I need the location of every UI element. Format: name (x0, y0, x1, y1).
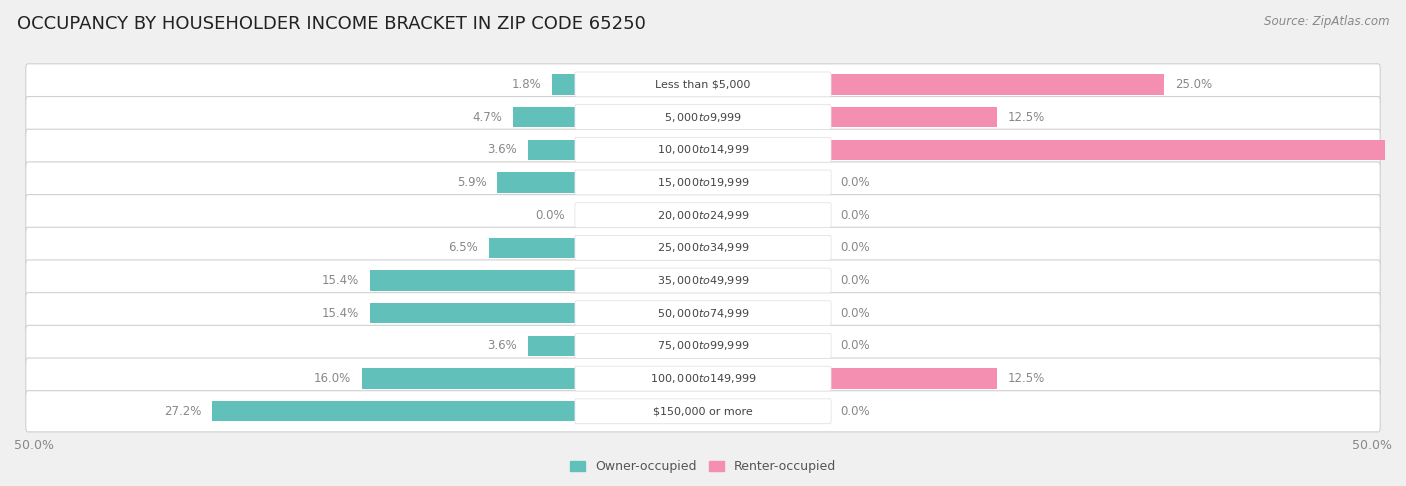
Text: $10,000 to $14,999: $10,000 to $14,999 (657, 143, 749, 156)
Bar (212, 401, 576, 421)
Bar (370, 270, 576, 291)
Text: 12.5%: 12.5% (1008, 372, 1045, 385)
Text: $50,000 to $74,999: $50,000 to $74,999 (657, 307, 749, 320)
Bar (527, 139, 576, 160)
FancyBboxPatch shape (25, 97, 1381, 138)
FancyBboxPatch shape (575, 138, 831, 162)
Text: 1.8%: 1.8% (512, 78, 541, 91)
FancyBboxPatch shape (25, 194, 1381, 236)
Text: 6.5%: 6.5% (449, 242, 478, 254)
Text: 0.0%: 0.0% (841, 339, 870, 352)
Bar (489, 238, 576, 258)
Bar (513, 107, 576, 127)
Bar (830, 368, 997, 389)
Text: 0.0%: 0.0% (841, 274, 870, 287)
Bar (370, 303, 576, 323)
FancyBboxPatch shape (575, 203, 831, 227)
Text: 4.7%: 4.7% (472, 111, 502, 123)
FancyBboxPatch shape (575, 72, 831, 97)
Text: $20,000 to $24,999: $20,000 to $24,999 (657, 208, 749, 222)
FancyBboxPatch shape (25, 162, 1381, 203)
Text: 0.0%: 0.0% (841, 242, 870, 254)
Bar (363, 368, 576, 389)
Text: $35,000 to $49,999: $35,000 to $49,999 (657, 274, 749, 287)
Text: 15.4%: 15.4% (322, 307, 360, 320)
FancyBboxPatch shape (25, 391, 1381, 432)
FancyBboxPatch shape (575, 301, 831, 326)
Bar (553, 74, 576, 95)
FancyBboxPatch shape (25, 64, 1381, 105)
Text: $5,000 to $9,999: $5,000 to $9,999 (664, 111, 742, 123)
FancyBboxPatch shape (25, 293, 1381, 334)
Text: $15,000 to $19,999: $15,000 to $19,999 (657, 176, 749, 189)
FancyBboxPatch shape (25, 358, 1381, 399)
FancyBboxPatch shape (575, 268, 831, 293)
FancyBboxPatch shape (25, 260, 1381, 301)
Bar (830, 107, 997, 127)
Text: 3.6%: 3.6% (488, 143, 517, 156)
FancyBboxPatch shape (25, 129, 1381, 171)
FancyBboxPatch shape (575, 399, 831, 424)
Text: 5.9%: 5.9% (457, 176, 486, 189)
Text: 27.2%: 27.2% (165, 405, 201, 418)
Bar (830, 74, 1164, 95)
Text: $75,000 to $99,999: $75,000 to $99,999 (657, 339, 749, 352)
Text: 12.5%: 12.5% (1008, 111, 1045, 123)
Text: 0.0%: 0.0% (841, 307, 870, 320)
FancyBboxPatch shape (575, 366, 831, 391)
Text: OCCUPANCY BY HOUSEHOLDER INCOME BRACKET IN ZIP CODE 65250: OCCUPANCY BY HOUSEHOLDER INCOME BRACKET … (17, 15, 645, 33)
FancyBboxPatch shape (575, 235, 831, 260)
Text: 0.0%: 0.0% (841, 208, 870, 222)
FancyBboxPatch shape (575, 333, 831, 358)
FancyBboxPatch shape (25, 227, 1381, 268)
FancyBboxPatch shape (25, 325, 1381, 366)
Text: $100,000 to $149,999: $100,000 to $149,999 (650, 372, 756, 385)
Text: 16.0%: 16.0% (314, 372, 352, 385)
Text: Less than $5,000: Less than $5,000 (655, 79, 751, 89)
FancyBboxPatch shape (575, 104, 831, 130)
FancyBboxPatch shape (575, 170, 831, 195)
Text: 15.4%: 15.4% (322, 274, 360, 287)
Bar (527, 336, 576, 356)
Text: 0.0%: 0.0% (841, 405, 870, 418)
Text: 0.0%: 0.0% (536, 208, 565, 222)
Bar (498, 173, 576, 192)
Text: 25.0%: 25.0% (1175, 78, 1212, 91)
Text: $25,000 to $34,999: $25,000 to $34,999 (657, 242, 749, 254)
Text: 0.0%: 0.0% (841, 176, 870, 189)
Legend: Owner-occupied, Renter-occupied: Owner-occupied, Renter-occupied (565, 455, 841, 478)
Text: Source: ZipAtlas.com: Source: ZipAtlas.com (1264, 15, 1389, 28)
Text: $150,000 or more: $150,000 or more (654, 406, 752, 417)
Bar (830, 139, 1406, 160)
Text: 3.6%: 3.6% (488, 339, 517, 352)
